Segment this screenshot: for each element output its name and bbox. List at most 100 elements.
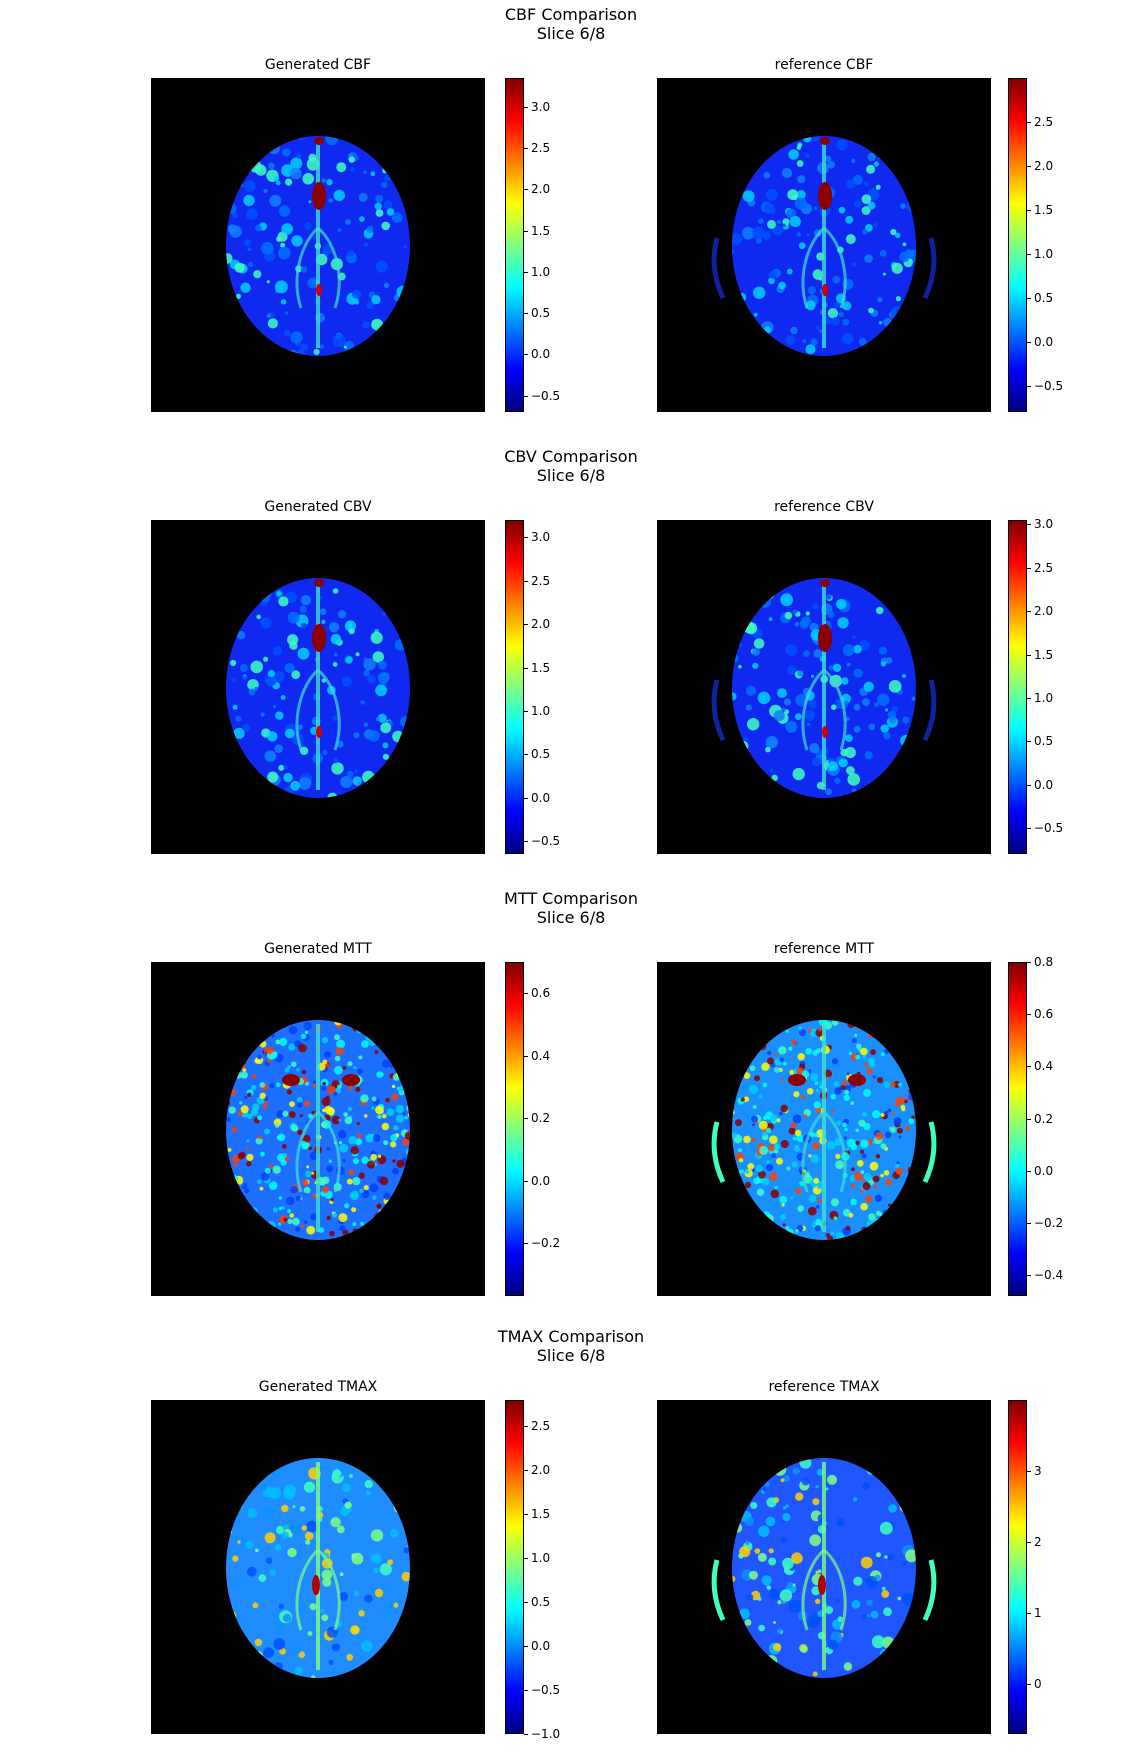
tick-label: 2.0 xyxy=(1034,158,1054,173)
tick-mark xyxy=(1027,1542,1031,1544)
brain-texture xyxy=(226,1458,410,1678)
tick-label: 3.0 xyxy=(531,530,551,545)
tick-label: 1.5 xyxy=(1034,647,1054,662)
tick-mark xyxy=(1027,1170,1031,1172)
tick-label: 0.5 xyxy=(531,1595,551,1610)
colorbar-ticks: −0.5 0.0 0.5 1.0 1.5 2.0 2.5 3.0 xyxy=(524,78,584,412)
tick-label: 0.4 xyxy=(1034,1059,1054,1074)
colorbar-ticks: −0.4 −0.2 0.0 0.2 0.4 0.6 0.8 xyxy=(1027,955,1087,1296)
tick-mark xyxy=(1027,341,1031,343)
tick-label: 1.5 xyxy=(531,223,551,238)
tick-label: 0.0 xyxy=(531,1639,551,1654)
tick-mark xyxy=(524,841,528,842)
colorbar xyxy=(1008,962,1027,1296)
section-title-text: MTT Comparison xyxy=(504,889,638,908)
section-subtitle-text: Slice 6/8 xyxy=(536,908,606,927)
tick-mark xyxy=(1027,1275,1031,1277)
tick-mark xyxy=(524,1690,528,1692)
tick-label: 1.0 xyxy=(531,703,551,718)
tick-mark xyxy=(524,189,528,191)
tick-mark xyxy=(1027,1222,1031,1224)
tick-label: 0.0 xyxy=(1034,777,1054,792)
tick-label: 0.5 xyxy=(1034,290,1054,305)
section-title-text: CBF Comparison xyxy=(504,5,638,24)
tick-label: 1 xyxy=(1034,1606,1042,1621)
colorbar xyxy=(1008,1400,1027,1734)
tick-label: 0.2 xyxy=(1034,1111,1054,1126)
tick-mark xyxy=(524,148,528,150)
brain-map-image xyxy=(657,520,991,854)
brain-map-image xyxy=(151,520,485,854)
tick-mark xyxy=(1027,1471,1031,1473)
brain-map-image xyxy=(151,78,485,412)
panel-title: reference MTT xyxy=(773,941,875,957)
panel-title: Generated MTT xyxy=(264,941,372,957)
tick-label: 0.8 xyxy=(1034,955,1054,969)
tick-label: 2.5 xyxy=(531,141,551,156)
tick-mark xyxy=(524,667,528,669)
section-title: CBV Comparison Slice 6/8 xyxy=(0,447,1142,485)
tick-label: 2.0 xyxy=(531,182,551,197)
panel-title: Generated CBV xyxy=(264,499,372,515)
tick-label: 3.0 xyxy=(1034,517,1054,532)
tick-mark xyxy=(524,354,528,356)
tick-label: −0.5 xyxy=(531,834,561,848)
panel-title: Generated TMAX xyxy=(258,1379,378,1395)
tick-mark xyxy=(524,993,528,995)
tick-mark xyxy=(1027,524,1031,526)
panel-title: Generated CBF xyxy=(264,57,372,73)
tick-label: 2.5 xyxy=(1034,114,1054,129)
tick-label: 1.5 xyxy=(531,1507,551,1522)
tick-label: 1.0 xyxy=(1034,690,1054,705)
panel-title: reference CBF xyxy=(774,57,874,73)
tick-mark xyxy=(524,1734,528,1735)
brain-map-image xyxy=(151,962,485,1296)
colorbar-ticks: −0.5 0.0 0.5 1.0 1.5 2.0 2.5 3.0 xyxy=(1027,517,1087,854)
tick-label: 0.4 xyxy=(531,1048,551,1063)
tick-mark xyxy=(524,1646,528,1648)
tick-label: 3 xyxy=(1034,1464,1042,1479)
tick-label: 2.0 xyxy=(531,1463,551,1478)
tick-label: 2.5 xyxy=(1034,560,1054,575)
brain-slice-svg xyxy=(226,578,410,798)
tick-mark xyxy=(1027,697,1031,699)
tick-mark xyxy=(524,710,528,712)
tick-label: −0.5 xyxy=(531,388,561,403)
brain-slice-svg xyxy=(226,1458,410,1678)
tick-label: 0.5 xyxy=(531,306,551,320)
colorbar xyxy=(505,520,524,854)
tick-label: 1.5 xyxy=(531,660,551,675)
brain-texture xyxy=(226,579,410,798)
tick-mark xyxy=(524,754,528,756)
tick-label: 0.5 xyxy=(531,747,551,762)
tick-label: 1.5 xyxy=(1034,202,1054,217)
section-subtitle-text: Slice 6/8 xyxy=(536,1346,606,1365)
colorbar-ticks: −0.5 0.0 0.5 1.0 1.5 2.0 2.5 xyxy=(1027,78,1087,412)
colorbar-ticks: −1.0 −0.5 0.0 0.5 1.0 1.5 2.0 2.5 xyxy=(524,1400,584,1741)
tick-label: −0.5 xyxy=(1034,821,1064,835)
section-subtitle-text: Slice 6/8 xyxy=(536,24,606,43)
brain-texture xyxy=(732,578,916,798)
tick-mark xyxy=(1027,1684,1031,1686)
tick-mark xyxy=(524,313,528,314)
tick-mark xyxy=(524,1558,528,1560)
brain-slice-svg xyxy=(711,1020,937,1240)
colorbar xyxy=(1008,78,1027,412)
tick-label: 0.0 xyxy=(531,1173,551,1188)
tick-label: 1.0 xyxy=(531,1551,551,1566)
tick-label: −0.5 xyxy=(1034,378,1064,393)
tick-label: 0.6 xyxy=(531,986,551,1001)
tick-label: −0.2 xyxy=(531,1235,561,1250)
panel-title: reference CBV xyxy=(774,499,874,515)
tick-mark xyxy=(1027,567,1031,569)
brain-texture xyxy=(732,1020,916,1240)
tick-mark xyxy=(524,230,528,232)
brain-slice-svg xyxy=(226,136,410,356)
tick-label: 1.0 xyxy=(1034,246,1054,261)
brain-slice-svg xyxy=(711,578,937,798)
tick-label: 2.0 xyxy=(1034,604,1054,619)
tick-label: 0.0 xyxy=(1034,334,1054,349)
tick-mark xyxy=(1027,385,1031,387)
brain-slice-svg xyxy=(711,1458,937,1678)
brain-slice-svg xyxy=(226,1020,410,1240)
